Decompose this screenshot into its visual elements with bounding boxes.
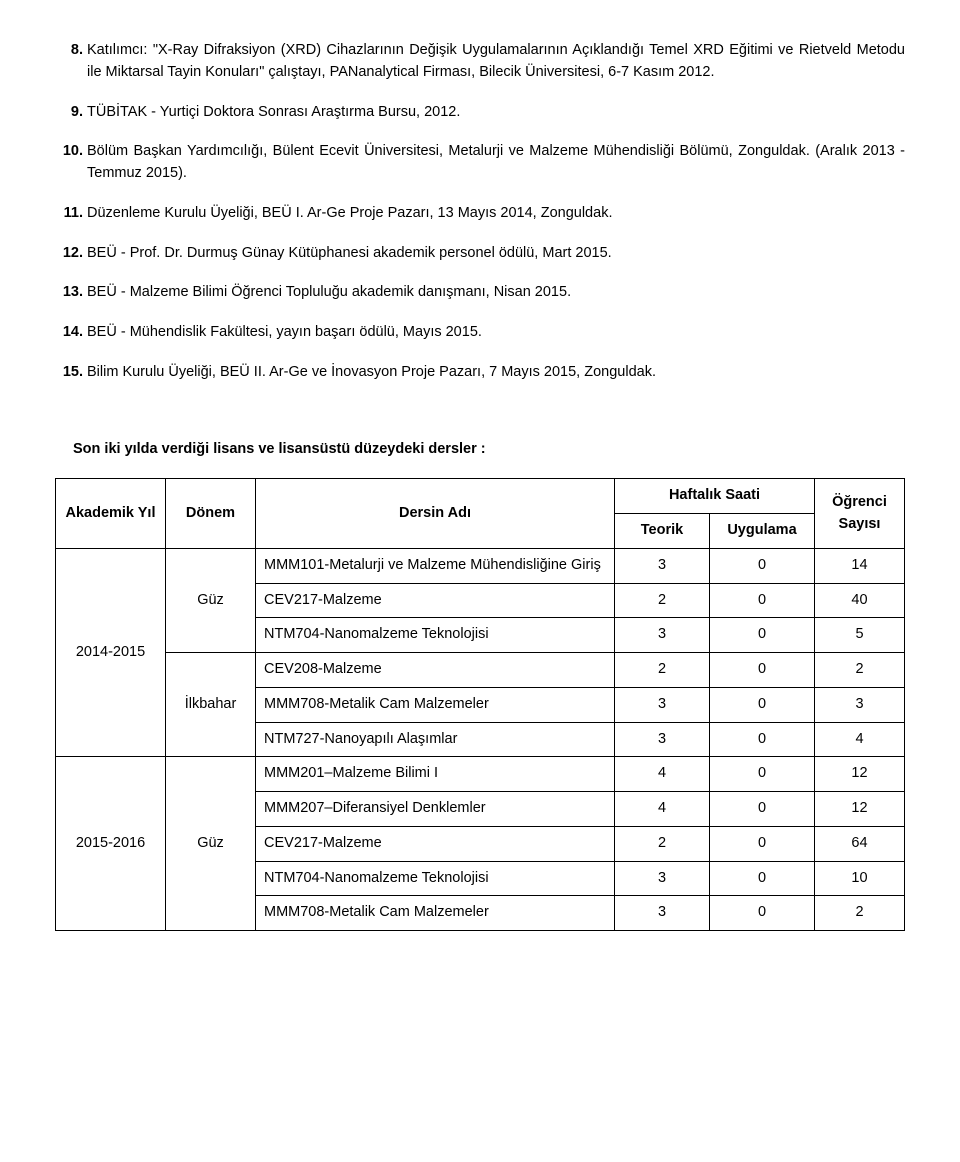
cell-theory: 3 [614, 687, 709, 722]
cell-year: 2014-2015 [56, 548, 166, 757]
courses-table-head: Akademik Yıl Dönem Dersin Adı Haftalık S… [56, 479, 905, 549]
cell-term: Güz [166, 757, 256, 931]
cell-term: İlkbahar [166, 653, 256, 757]
cell-practice: 0 [709, 861, 814, 896]
cell-course-name: CEV208-Malzeme [256, 653, 615, 688]
cell-students: 14 [815, 548, 905, 583]
cell-practice: 0 [709, 653, 814, 688]
cell-theory: 2 [614, 826, 709, 861]
cell-course-name: MMM708-Metalik Cam Malzemeler [256, 687, 615, 722]
cv-item: BEÜ - Prof. Dr. Durmuş Günay Kütüphanesi… [55, 243, 905, 265]
cell-students: 5 [815, 618, 905, 653]
cell-course-name: CEV217-Malzeme [256, 583, 615, 618]
cell-theory: 4 [614, 792, 709, 827]
cell-students: 2 [815, 653, 905, 688]
cell-practice: 0 [709, 757, 814, 792]
cell-practice: 0 [709, 896, 814, 931]
cv-item-list: Katılımcı: "X-Ray Difraksiyon (XRD) Ciha… [55, 40, 905, 384]
cell-practice: 0 [709, 792, 814, 827]
courses-table: Akademik Yıl Dönem Dersin Adı Haftalık S… [55, 478, 905, 931]
cv-item: TÜBİTAK - Yurtiçi Doktora Sonrası Araştı… [55, 102, 905, 124]
table-row: İlkbaharCEV208-Malzeme202 [56, 653, 905, 688]
th-practice: Uygulama [709, 514, 814, 549]
cell-students: 40 [815, 583, 905, 618]
cv-item: Bilim Kurulu Üyeliği, BEÜ II. Ar-Ge ve İ… [55, 362, 905, 384]
cell-students: 12 [815, 792, 905, 827]
cell-students: 4 [815, 722, 905, 757]
cell-practice: 0 [709, 687, 814, 722]
cv-item: Bölüm Başkan Yardımcılığı, Bülent Ecevit… [55, 141, 905, 185]
cell-practice: 0 [709, 826, 814, 861]
cell-course-name: NTM727-Nanoyapılı Alaşımlar [256, 722, 615, 757]
cell-theory: 4 [614, 757, 709, 792]
cell-theory: 3 [614, 618, 709, 653]
table-row: 2014-2015GüzMMM101-Metalurji ve Malzeme … [56, 548, 905, 583]
cell-course-name: CEV217-Malzeme [256, 826, 615, 861]
cell-theory: 3 [614, 896, 709, 931]
th-course: Dersin Adı [256, 479, 615, 549]
cell-course-name: MMM708-Metalik Cam Malzemeler [256, 896, 615, 931]
courses-section-title: Son iki yılda verdiği lisans ve lisansüs… [73, 439, 905, 461]
cell-students: 2 [815, 896, 905, 931]
cell-term: Güz [166, 548, 256, 652]
cv-item: BEÜ - Mühendislik Fakültesi, yayın başar… [55, 322, 905, 344]
th-year: Akademik Yıl [56, 479, 166, 549]
cell-year: 2015-2016 [56, 757, 166, 931]
cell-theory: 3 [614, 722, 709, 757]
cell-course-name: MMM101-Metalurji ve Malzeme Mühendisliği… [256, 548, 615, 583]
cell-students: 10 [815, 861, 905, 896]
cell-practice: 0 [709, 583, 814, 618]
cell-theory: 3 [614, 548, 709, 583]
cell-practice: 0 [709, 548, 814, 583]
table-row: 2015-2016GüzMMM201–Malzeme Bilimi I4012 [56, 757, 905, 792]
th-term: Dönem [166, 479, 256, 549]
cell-theory: 2 [614, 583, 709, 618]
cell-theory: 3 [614, 861, 709, 896]
cell-students: 12 [815, 757, 905, 792]
cell-theory: 2 [614, 653, 709, 688]
th-weekly: Haftalık Saati [614, 479, 814, 514]
cv-item: BEÜ - Malzeme Bilimi Öğrenci Topluluğu a… [55, 282, 905, 304]
cv-item: Katılımcı: "X-Ray Difraksiyon (XRD) Ciha… [55, 40, 905, 84]
cell-students: 3 [815, 687, 905, 722]
th-theory: Teorik [614, 514, 709, 549]
cell-students: 64 [815, 826, 905, 861]
cell-course-name: MMM207–Diferansiyel Denklemler [256, 792, 615, 827]
cv-item: Düzenleme Kurulu Üyeliği, BEÜ I. Ar-Ge P… [55, 203, 905, 225]
cell-course-name: NTM704-Nanomalzeme Teknolojisi [256, 861, 615, 896]
cell-course-name: MMM201–Malzeme Bilimi I [256, 757, 615, 792]
cell-course-name: NTM704-Nanomalzeme Teknolojisi [256, 618, 615, 653]
courses-table-body: 2014-2015GüzMMM101-Metalurji ve Malzeme … [56, 548, 905, 930]
th-students: Öğrenci Sayısı [815, 479, 905, 549]
cell-practice: 0 [709, 722, 814, 757]
cell-practice: 0 [709, 618, 814, 653]
